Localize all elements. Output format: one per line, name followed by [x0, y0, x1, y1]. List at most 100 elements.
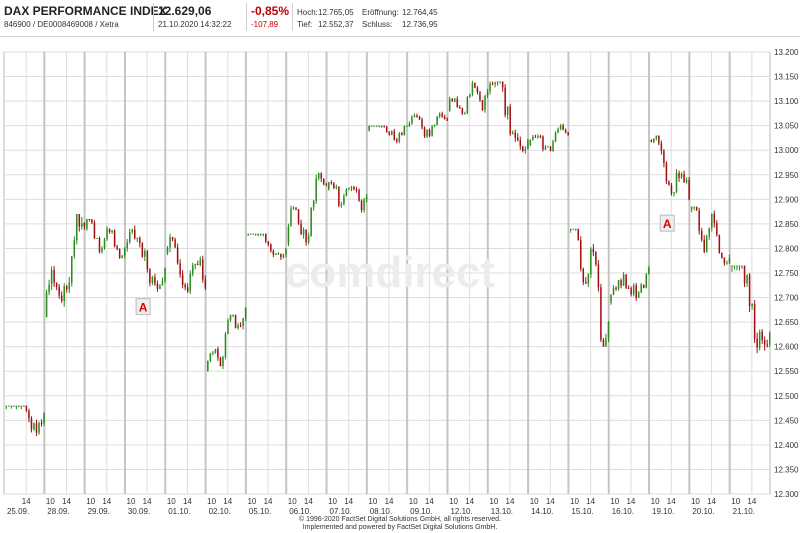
candle-body	[73, 240, 76, 257]
candle-body	[670, 184, 673, 194]
candle-body	[360, 200, 363, 211]
candle-body	[111, 230, 113, 233]
event-marker-box	[135, 298, 151, 316]
candle-body	[471, 83, 474, 95]
candle-body	[277, 253, 280, 255]
candle-body	[48, 284, 50, 293]
high-label: Hoch:	[297, 8, 318, 17]
candle-body	[645, 274, 648, 288]
x-date-label: 02.10.	[209, 507, 231, 516]
candle-body	[743, 265, 746, 284]
candle-body	[766, 344, 768, 346]
y-axis: 12.300 12.350 12.400 12.450 12.500 12.550 12.6…	[774, 48, 799, 499]
candle-body	[58, 286, 60, 296]
y-tick-label: 12.850	[774, 220, 799, 229]
y-tick-label: 13.050	[774, 122, 799, 131]
powered-by-line: Implemented and powered by FactSet Digit…	[302, 524, 498, 531]
candle-body	[610, 294, 612, 303]
candle-body	[106, 228, 108, 240]
y-tick-label: 12.350	[774, 465, 799, 474]
candle-body	[600, 287, 602, 340]
candle-body	[517, 137, 519, 141]
candle-body	[247, 233, 249, 235]
x-tick-label: 10	[46, 497, 55, 506]
x-date-label: 01.10.	[168, 507, 190, 516]
candle-body	[574, 228, 577, 230]
candle-body	[96, 237, 98, 239]
candle-body	[88, 218, 91, 220]
candle-body	[123, 248, 126, 256]
candle-body	[433, 125, 436, 127]
candle-body	[191, 265, 194, 274]
x-tick-label: 10	[328, 497, 337, 506]
candle-body	[504, 87, 506, 115]
candle-body	[265, 233, 267, 242]
candle-body	[345, 189, 348, 197]
candle-body	[751, 304, 753, 307]
x-tick-label: 10	[127, 497, 136, 506]
candle-body	[237, 325, 239, 328]
candle-body	[698, 210, 700, 231]
candle-body	[128, 231, 131, 243]
candle-body	[23, 405, 25, 407]
x-tick-label: 14	[667, 497, 676, 506]
candle-body	[549, 146, 552, 152]
candle-body	[171, 236, 174, 240]
x-tick-label: 14	[506, 497, 515, 506]
candle-body	[204, 279, 207, 288]
candle-body	[262, 233, 265, 235]
candle-body	[423, 127, 426, 137]
candle-body	[355, 189, 358, 191]
candle-body	[312, 200, 315, 208]
candle-body	[234, 314, 237, 328]
x-tick-label: 14	[264, 497, 273, 506]
x-date-label: 28.09.	[47, 507, 69, 516]
quote-header: DAX PERFORMANCE INDEX 846900 / DE0008469…	[0, 0, 800, 37]
candle-body	[378, 125, 380, 127]
x-axis: 14 10 14 10 14 10 14 10 14 10 14 10 14 10 14 10 14 10 14 10…	[7, 497, 757, 516]
candle-body	[375, 125, 378, 127]
x-date-label: 20.10.	[692, 507, 714, 516]
candle-body	[78, 214, 81, 227]
candle-body	[577, 228, 579, 240]
candle-body	[373, 125, 375, 127]
candle-body	[539, 136, 542, 138]
candle-body	[411, 117, 413, 124]
candle-body	[464, 113, 466, 115]
candle-body	[10, 405, 13, 407]
candle-body	[350, 187, 353, 189]
candle-body	[642, 284, 645, 288]
candle-body	[695, 206, 698, 211]
candle-body	[259, 233, 262, 235]
candle-body	[43, 412, 45, 424]
candle-body	[451, 98, 454, 102]
candle-body	[627, 287, 630, 289]
candle-body	[763, 340, 766, 345]
candle-body	[93, 222, 96, 239]
candle-body	[721, 253, 723, 258]
candle-body	[287, 226, 290, 244]
candle-body	[421, 119, 423, 128]
x-tick-label: 14	[385, 497, 394, 506]
candle-body	[436, 116, 438, 126]
candle-body	[736, 265, 738, 267]
candle-body	[564, 129, 567, 133]
candle-body	[40, 422, 43, 424]
candle-body	[330, 182, 333, 184]
header-divider	[246, 3, 247, 31]
candle-body	[426, 129, 428, 137]
x-tick-label: 14	[747, 497, 756, 506]
x-tick-label: 14	[546, 497, 555, 506]
candle-body	[161, 280, 164, 286]
candle-body	[275, 254, 277, 256]
y-tick-label: 12.500	[774, 392, 799, 401]
candle-body	[459, 106, 461, 109]
candle-body	[562, 125, 564, 130]
candle-body	[13, 405, 15, 407]
candle-body	[703, 239, 705, 252]
candle-body	[98, 237, 101, 252]
x-tick-label: 10	[288, 497, 297, 506]
candle-body	[499, 81, 501, 83]
candle-body	[408, 123, 411, 126]
candle-body	[156, 283, 159, 289]
